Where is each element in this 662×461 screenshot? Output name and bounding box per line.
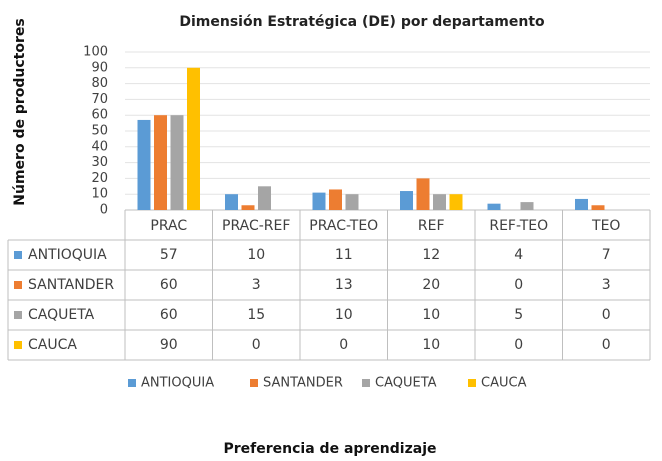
y-tick-label: 80 bbox=[91, 76, 108, 91]
table-cell: 3 bbox=[602, 277, 611, 293]
table-row-label: ANTIOQUIA bbox=[28, 247, 107, 263]
y-tick-label: 90 bbox=[91, 60, 108, 75]
x-tick-label: PRAC-REF bbox=[222, 218, 290, 234]
table-cell: 0 bbox=[252, 337, 261, 353]
legend-label: CAUCA bbox=[481, 376, 527, 391]
table-cell: 60 bbox=[160, 307, 178, 323]
y-tick-label: 70 bbox=[91, 92, 108, 107]
bar bbox=[329, 189, 342, 210]
table-cell: 20 bbox=[422, 277, 440, 293]
table-cell: 5 bbox=[514, 307, 523, 323]
table-cell: 10 bbox=[422, 307, 440, 323]
legend-key bbox=[468, 379, 476, 387]
table-cell: 11 bbox=[335, 247, 353, 263]
y-tick-label: 60 bbox=[91, 108, 108, 123]
table-cell: 57 bbox=[160, 247, 178, 263]
bar bbox=[416, 178, 430, 210]
y-tick-label: 50 bbox=[91, 124, 108, 139]
legend-key bbox=[362, 379, 370, 387]
bar bbox=[312, 192, 326, 210]
table-legend-key bbox=[14, 341, 22, 349]
table-cell: 0 bbox=[602, 307, 611, 323]
table-row-label: SANTANDER bbox=[28, 277, 114, 293]
bar bbox=[258, 186, 271, 210]
y-tick-label: 20 bbox=[91, 171, 108, 186]
table-cell: 12 bbox=[422, 247, 440, 263]
bar bbox=[345, 194, 359, 210]
y-tick-label: 100 bbox=[83, 45, 108, 60]
table-cell: 0 bbox=[602, 337, 611, 353]
table-cell: 90 bbox=[160, 337, 178, 353]
bar bbox=[520, 202, 534, 210]
table-cell: 0 bbox=[339, 337, 348, 353]
table-row-label: CAUCA bbox=[28, 337, 77, 353]
table-legend-key bbox=[14, 251, 22, 259]
bar bbox=[154, 115, 167, 210]
y-tick-label: 40 bbox=[91, 139, 108, 154]
bar bbox=[241, 205, 255, 210]
table-cell: 3 bbox=[252, 277, 261, 293]
table-cell: 0 bbox=[514, 337, 523, 353]
table-cell: 10 bbox=[422, 337, 440, 353]
bar bbox=[487, 203, 501, 210]
table-cell: 10 bbox=[335, 307, 353, 323]
x-tick-label: PRAC bbox=[150, 218, 187, 234]
bar bbox=[137, 119, 151, 210]
table-cell: 60 bbox=[160, 277, 178, 293]
bar bbox=[400, 191, 413, 210]
bar bbox=[575, 198, 588, 210]
chart-title: Dimensión Estratégica (DE) por departame… bbox=[179, 14, 545, 30]
bar bbox=[170, 115, 184, 210]
y-tick-label: 0 bbox=[100, 203, 108, 218]
legend-label: ANTIOQUIA bbox=[141, 376, 214, 391]
x-axis-title: Preferencia de aprendizaje bbox=[224, 441, 437, 457]
y-axis-title: Número de productores bbox=[12, 18, 28, 205]
table-legend-key bbox=[14, 281, 22, 289]
table-cell: 7 bbox=[602, 247, 611, 263]
legend-key bbox=[128, 379, 136, 387]
bar bbox=[225, 194, 238, 210]
y-tick-label: 10 bbox=[91, 187, 108, 202]
legend-label: SANTANDER bbox=[263, 376, 343, 391]
table-cell: 10 bbox=[247, 247, 265, 263]
table-cell: 4 bbox=[514, 247, 523, 263]
table-row-label: CAQUETA bbox=[28, 307, 95, 323]
bar bbox=[433, 194, 446, 210]
x-tick-label: PRAC-TEO bbox=[309, 218, 378, 234]
bar bbox=[591, 205, 605, 210]
table-legend-key bbox=[14, 311, 22, 319]
legend-label: CAQUETA bbox=[375, 376, 437, 391]
bar bbox=[187, 67, 200, 210]
x-tick-label: REF-TEO bbox=[489, 218, 548, 234]
table-cell: 13 bbox=[335, 277, 353, 293]
table-cell: 0 bbox=[514, 277, 523, 293]
x-tick-label: REF bbox=[418, 218, 445, 234]
table-cell: 15 bbox=[247, 307, 265, 323]
x-tick-label: TEO bbox=[591, 218, 620, 234]
y-tick-label: 30 bbox=[91, 155, 108, 170]
bar bbox=[449, 194, 463, 210]
legend-key bbox=[250, 379, 258, 387]
